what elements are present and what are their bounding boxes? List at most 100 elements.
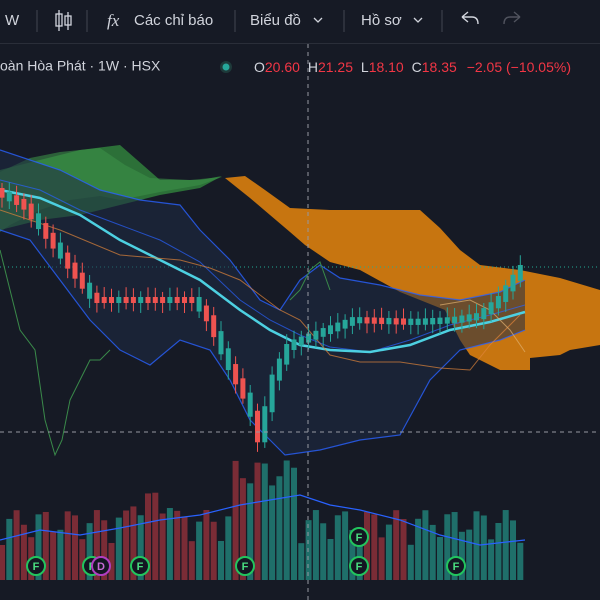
volume-bar: [13, 510, 20, 580]
volume-bar: [188, 541, 195, 580]
volume-bar: [166, 508, 173, 580]
candle-body: [189, 297, 195, 303]
volume-bar: [261, 463, 268, 580]
candle-body: [437, 317, 443, 324]
candle-body: [364, 317, 370, 324]
volume-bar: [239, 478, 246, 580]
event-marker: [91, 556, 111, 576]
candle-body: [87, 282, 93, 299]
candle-body: [306, 333, 312, 343]
volume-bar: [393, 510, 400, 580]
indicators-button[interactable]: Các chỉ báo: [134, 12, 213, 29]
band-middle: [0, 179, 526, 353]
volume-bar: [466, 529, 473, 580]
volume-bar: [312, 510, 319, 580]
candle-body: [459, 315, 465, 323]
volume-bar: [247, 483, 254, 580]
candle-body: [196, 297, 202, 312]
candle-body: [160, 297, 166, 303]
volume-bar: [444, 514, 451, 580]
candle-body: [474, 313, 479, 321]
candle-body: [488, 302, 494, 315]
redo-button: [503, 11, 521, 25]
label: C: [412, 59, 422, 75]
volume-bar: [79, 539, 86, 580]
candle-body: [94, 292, 100, 303]
label: L: [361, 59, 369, 75]
volume-bar: [93, 510, 100, 580]
candle-body: [401, 318, 406, 325]
volume-bar: [458, 531, 465, 580]
volume-bar: [72, 515, 78, 580]
indicators-icon[interactable]: fx: [107, 11, 120, 30]
volume-bar: [6, 518, 13, 580]
volume-bar: [159, 513, 166, 580]
event-label: D: [97, 561, 105, 573]
candle-body: [130, 297, 136, 303]
candle-body: [182, 297, 187, 303]
candle-body: [28, 203, 34, 220]
interval-button[interactable]: W: [5, 12, 20, 29]
profile-menu[interactable]: Hồ sơ: [361, 12, 402, 29]
volume-bar: [50, 531, 57, 580]
volume-bar: [101, 520, 108, 580]
toolbar: [0, 0, 600, 44]
volume-bar: [378, 537, 385, 580]
candle-body: [415, 318, 421, 325]
undo-button[interactable]: [461, 11, 479, 25]
candle-body: [109, 297, 114, 303]
candle-body: [320, 328, 326, 337]
volume-bar: [480, 515, 487, 580]
candle-body: [116, 297, 122, 303]
volume: [0, 460, 524, 580]
volume-bar: [137, 515, 144, 580]
candle-body: [6, 191, 12, 202]
volume-bar: [371, 514, 378, 580]
volume-bar: [283, 460, 290, 580]
candle-body: [145, 297, 151, 303]
volume-bar: [42, 511, 49, 580]
chevron[interactable]: [413, 17, 423, 23]
value: 20.60: [265, 59, 300, 75]
candle-body: [174, 297, 180, 303]
volume-bar: [123, 510, 130, 580]
candle-body: [225, 348, 231, 371]
candle-body: [357, 317, 363, 324]
candle-body: [247, 392, 253, 417]
moving-average: [0, 188, 526, 354]
candle-body: [36, 213, 41, 230]
volume-bar: [210, 521, 217, 580]
volume-bar: [473, 511, 480, 580]
volume-bar: [225, 516, 232, 580]
volume-bar: [422, 510, 429, 580]
volume-bar: [20, 524, 27, 580]
candle-body: [298, 336, 304, 346]
candle-body: [21, 198, 27, 210]
candles: [0, 182, 523, 452]
event-label: F: [137, 561, 144, 573]
event-marker: [349, 556, 369, 576]
value: 18.35: [422, 59, 457, 75]
volume-average: [0, 494, 526, 546]
candle-body: [50, 232, 56, 249]
event-label: F: [356, 561, 363, 573]
volume-bar: [196, 521, 203, 580]
volume-bar: [400, 519, 407, 580]
chart-type-button[interactable]: [55, 10, 72, 31]
candle-body: [203, 305, 209, 322]
ohlc-legend: O20.60 H21.25 L18.10 C18.35 −2.05 (−10.0…: [254, 59, 571, 75]
chevron[interactable]: [313, 17, 323, 23]
volume-bar: [152, 492, 159, 580]
event-marker: [130, 556, 150, 576]
candle-body: [240, 378, 246, 399]
candle-body: [444, 317, 450, 324]
candle-body: [72, 262, 78, 279]
chart-menu[interactable]: Biểu đồ: [250, 12, 301, 29]
oscillator-line-2: [289, 261, 331, 301]
change: −2.05 (−10.05%): [467, 59, 571, 75]
candle-body: [503, 285, 509, 302]
candle-body: [313, 330, 319, 340]
value: 21.25: [318, 59, 353, 75]
candle-body: [371, 317, 377, 324]
